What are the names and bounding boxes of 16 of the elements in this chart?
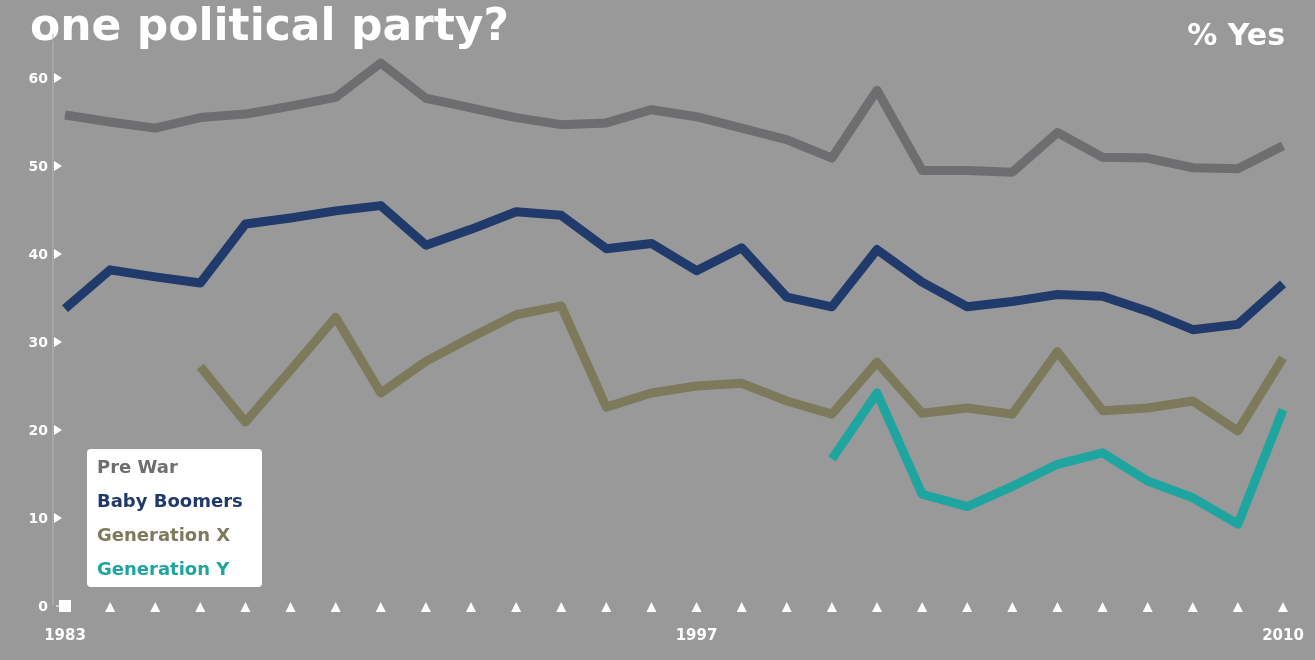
- y-tick-label: 40: [28, 245, 49, 262]
- text: Baby Boomers: [97, 490, 243, 512]
- text: Generation Y: [97, 558, 231, 580]
- y-tick-label: 20: [28, 421, 49, 438]
- y-tick-label: 60: [28, 69, 49, 86]
- y-tick-label: 0: [38, 597, 49, 614]
- x-tick-label: 1997: [675, 626, 718, 644]
- text: Generation X: [97, 524, 231, 546]
- y-axis-title: % Yes: [1187, 17, 1285, 52]
- y-tick-label: 10: [28, 509, 49, 526]
- chart-title: one political party?: [30, 0, 510, 50]
- y-tick-label: 50: [28, 157, 49, 174]
- x-tick-label: 1983: [44, 626, 86, 644]
- y-tick-label: 30: [28, 333, 49, 350]
- text: Pre War: [97, 456, 178, 478]
- x-tick-label: 2010: [1262, 626, 1304, 644]
